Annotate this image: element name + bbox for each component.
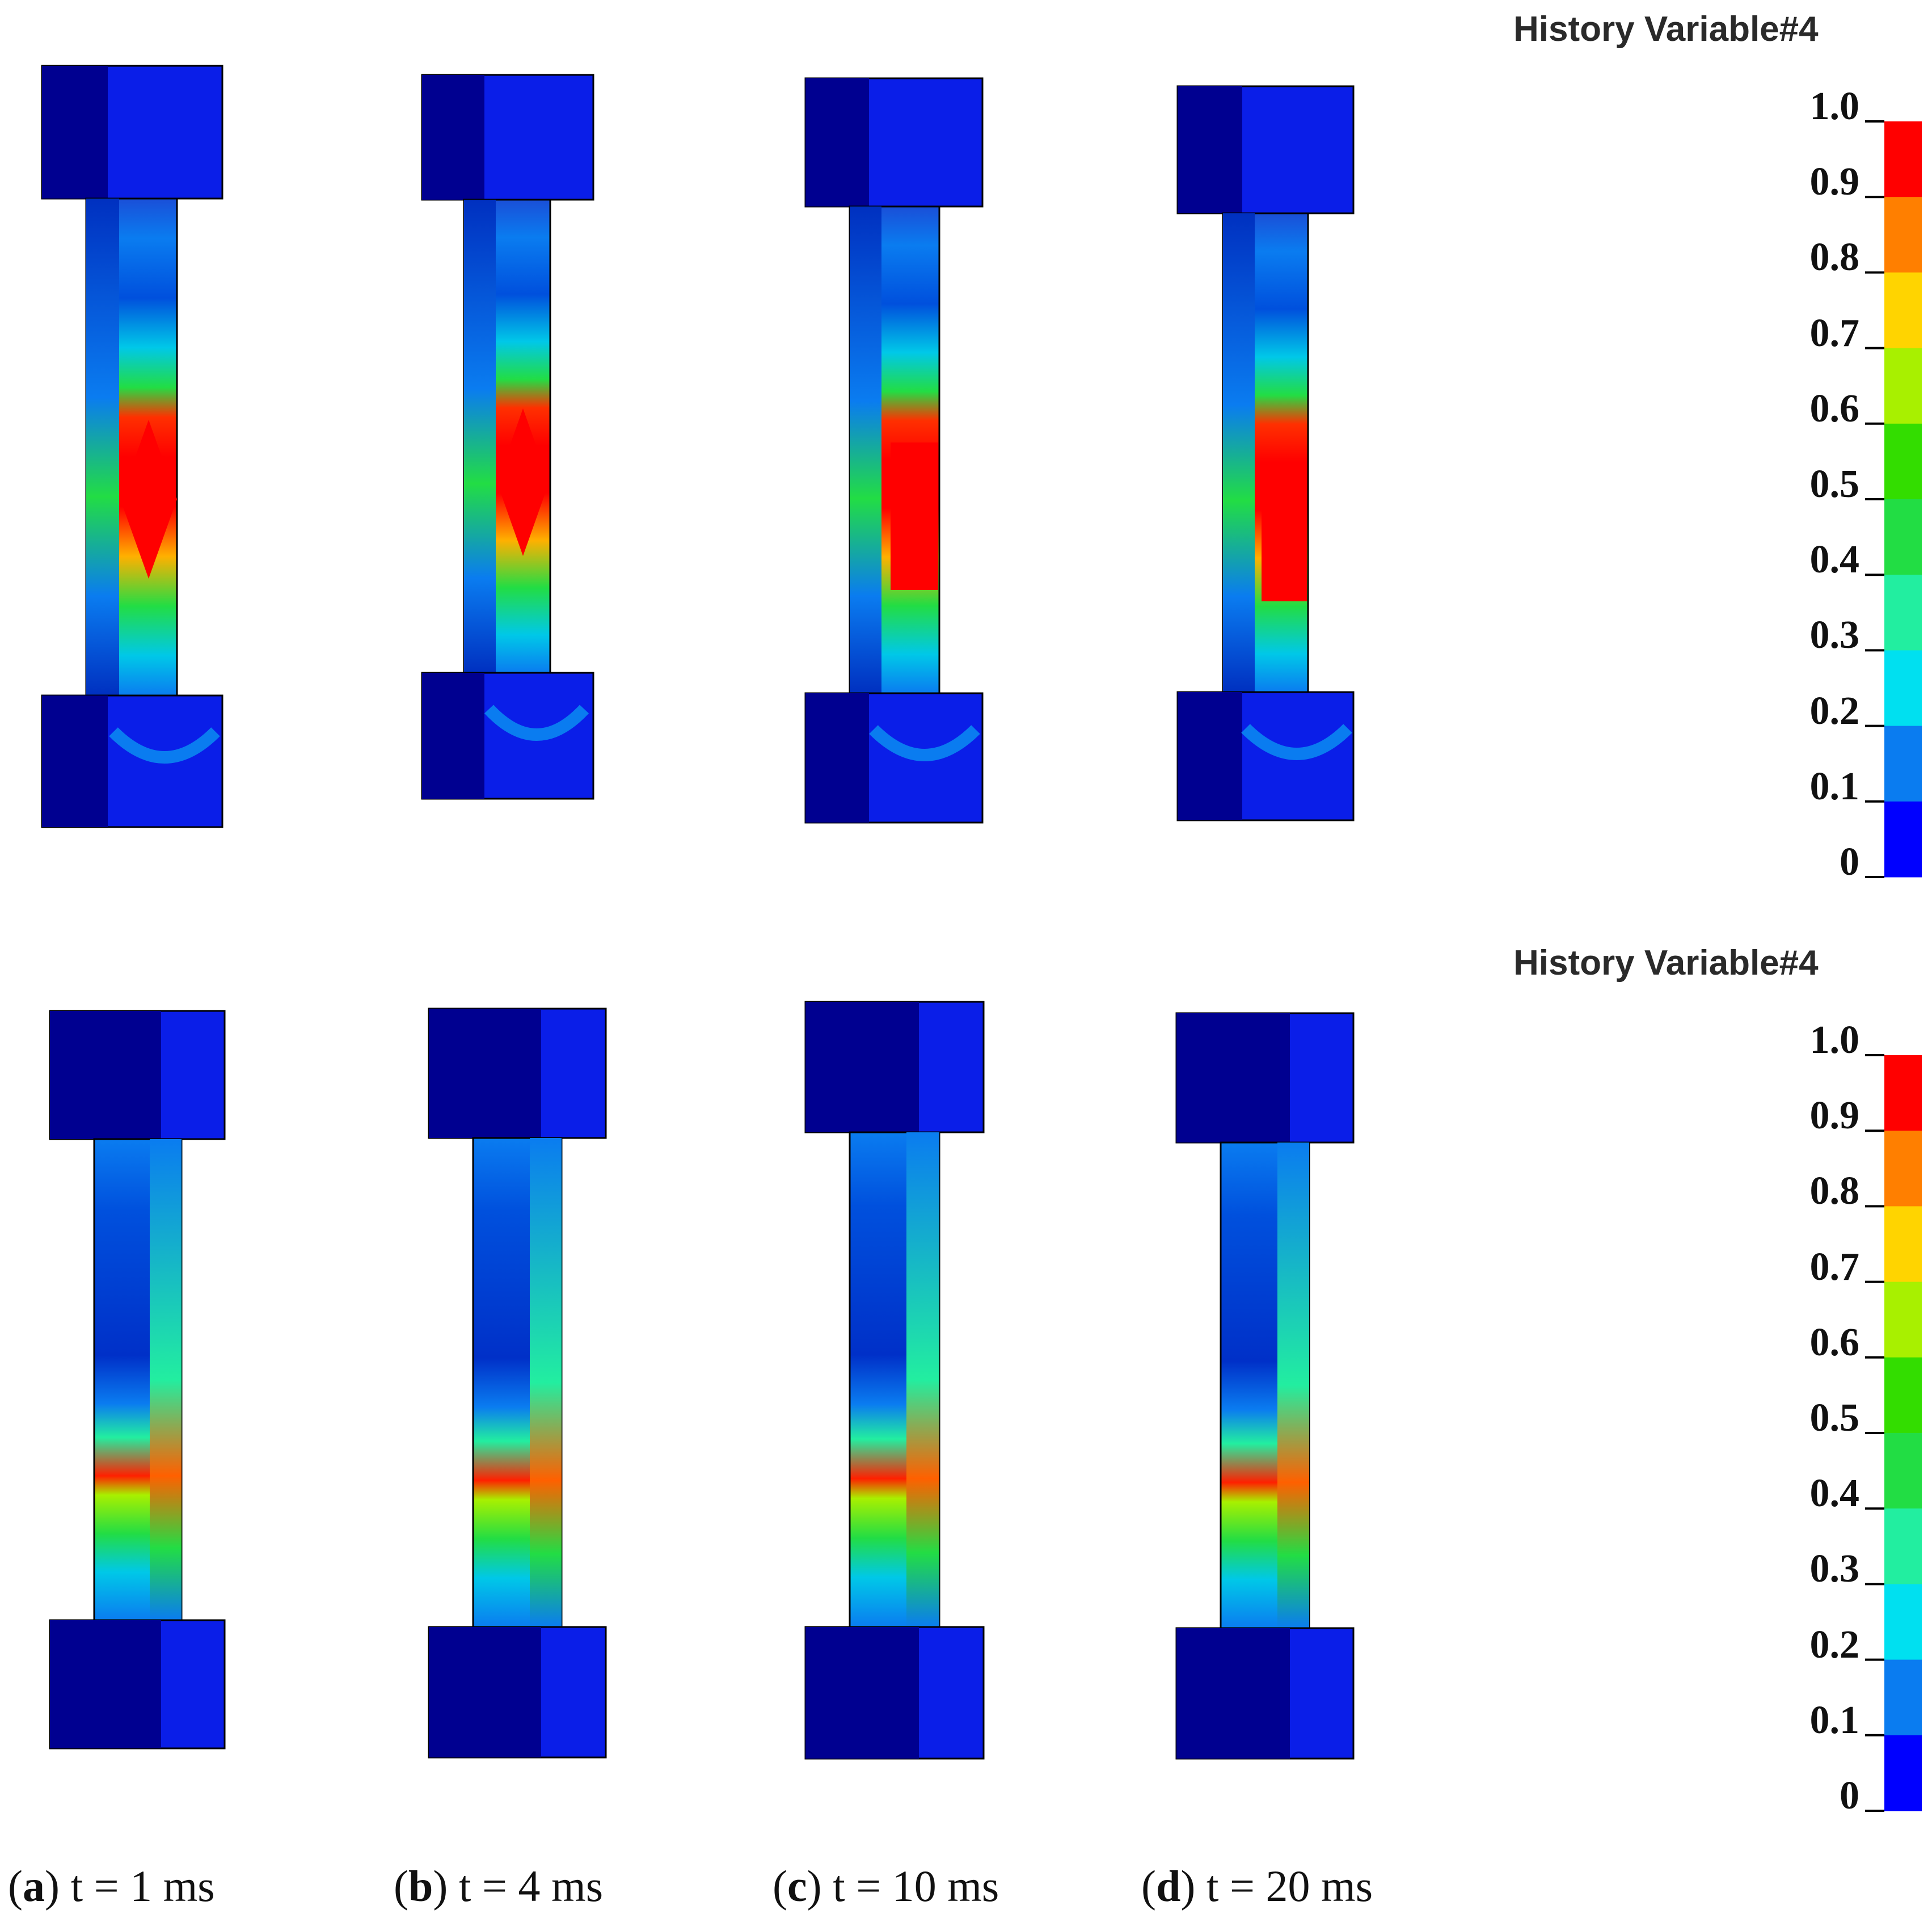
colorbar-bottom-tick-label-6: 0.4 — [1809, 1472, 1860, 1516]
colorbar-bottom-tick-label-0: 1.0 — [1809, 1018, 1860, 1062]
colorbar-bottom-segment-6 — [1884, 1508, 1922, 1584]
colorbar-bottom-tick-label-4: 0.6 — [1809, 1320, 1860, 1364]
colorbar-bottom-tick-label-7: 0.3 — [1809, 1547, 1860, 1591]
caption-c-letter: c — [787, 1861, 807, 1911]
colorbar-bottom-tick-label-9: 0.1 — [1809, 1698, 1860, 1742]
colorbar-top-segment-9 — [1884, 801, 1922, 878]
colorbar-top-segment-2 — [1884, 272, 1922, 349]
colorbar-top-segment-4 — [1884, 423, 1922, 500]
caption-a-text: t = 1 ms — [70, 1861, 215, 1911]
caption-d: (d) t = 20 ms — [1141, 1861, 1373, 1911]
colorbar-top-tick-label-8: 0.2 — [1809, 689, 1860, 733]
colorbar-top-tick-label-9: 0.1 — [1809, 764, 1860, 808]
colorbar-bottom-segment-8 — [1884, 1659, 1922, 1736]
specimen-c-row1 — [804, 77, 984, 824]
specimen-b-row1 — [421, 74, 594, 800]
colorbar-top-tick-label-4: 0.6 — [1809, 386, 1860, 431]
colorbar-bottom-segment-4 — [1884, 1357, 1922, 1434]
colorbar-bottom-tick-label-5: 0.5 — [1809, 1396, 1860, 1440]
caption-d-text: t = 20 ms — [1206, 1861, 1373, 1911]
caption-b: (b) t = 4 ms — [394, 1861, 604, 1911]
colorbar-bottom-segment-7 — [1884, 1584, 1922, 1660]
colorbar-top-segment-0 — [1884, 121, 1922, 197]
colorbar-bottom — [1865, 1054, 1922, 1812]
colorbar-top-segment-1 — [1884, 197, 1922, 273]
colorbar-top-segment-7 — [1884, 650, 1922, 727]
specimen-a-row2 — [49, 1010, 226, 1750]
caption-b-text: t = 4 ms — [458, 1861, 604, 1911]
colorbar-bottom-tick-label-3: 0.7 — [1809, 1245, 1860, 1289]
colorbar-bottom-segment-1 — [1884, 1131, 1922, 1207]
caption-c-text: t = 10 ms — [833, 1861, 999, 1911]
colorbar-bottom-segment-3 — [1884, 1282, 1922, 1358]
colorbar-bottom-segment-0 — [1884, 1055, 1922, 1131]
caption-c: (c) t = 10 ms — [773, 1861, 999, 1911]
colorbar-top — [1865, 120, 1922, 878]
specimen-c-row2 — [804, 1001, 985, 1760]
colorbar-top-segment-6 — [1884, 575, 1922, 651]
specimen-b-row2 — [428, 1008, 607, 1759]
caption-d-letter: d — [1155, 1861, 1181, 1911]
colorbar-top-tick-label-6: 0.4 — [1809, 538, 1860, 582]
colorbar-bottom-segment-2 — [1884, 1206, 1922, 1283]
colorbar-top-segment-8 — [1884, 726, 1922, 802]
legend-title-bottom: History Variable#4 — [1513, 943, 1819, 983]
colorbar-top-tick-label-2: 0.8 — [1809, 235, 1860, 280]
colorbar-top-tick-label-3: 0.7 — [1809, 311, 1860, 355]
caption-b-letter: b — [408, 1861, 433, 1911]
caption-a-letter: a — [22, 1861, 45, 1911]
colorbar-top-tick-label-5: 0.5 — [1809, 462, 1860, 506]
colorbar-top-tick-label-7: 0.3 — [1809, 613, 1860, 657]
colorbar-top-tick-label-0: 1.0 — [1809, 85, 1860, 128]
colorbar-bottom-tick-label-1: 0.9 — [1809, 1094, 1860, 1138]
colorbar-top-tick-label-10: 0 — [1840, 840, 1859, 884]
colorbar-top-segment-5 — [1884, 499, 1922, 575]
colorbar-bottom-tick-label-2: 0.8 — [1809, 1169, 1860, 1213]
specimen-a-row1 — [41, 65, 223, 828]
colorbar-bottom-tick-label-10: 0 — [1840, 1774, 1859, 1818]
colorbar-bottom-segment-5 — [1884, 1433, 1922, 1509]
specimen-d-row1 — [1176, 85, 1355, 821]
colorbar-bottom-tick-label-8: 0.2 — [1809, 1622, 1860, 1667]
caption-a: (a) t = 1 ms — [8, 1861, 215, 1911]
colorbar-bottom-segment-9 — [1884, 1735, 1922, 1811]
colorbar-top-tick-label-1: 0.9 — [1809, 160, 1860, 204]
colorbar-top-segment-3 — [1884, 348, 1922, 424]
specimen-d-row2 — [1175, 1012, 1355, 1760]
legend-title-top: History Variable#4 — [1513, 10, 1819, 49]
